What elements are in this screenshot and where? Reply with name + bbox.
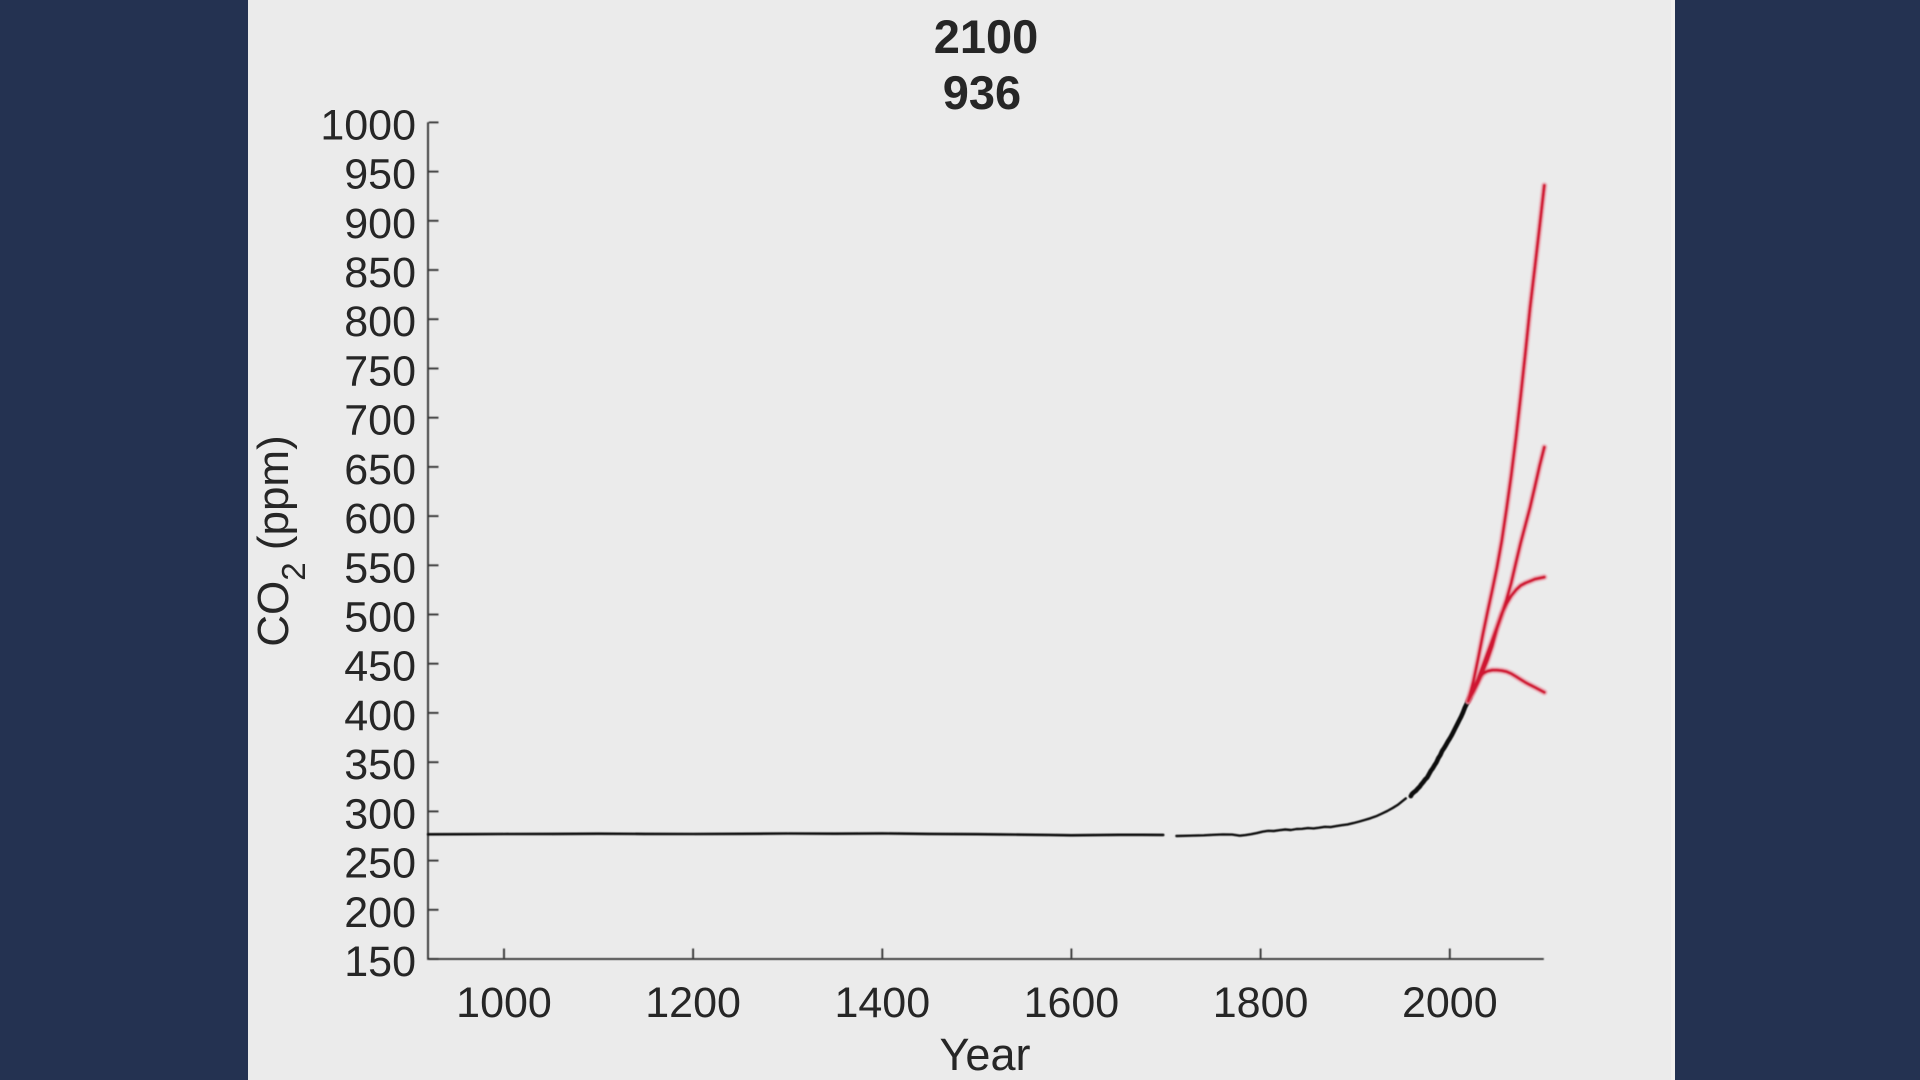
svg-text:1600: 1600	[1024, 979, 1120, 1027]
svg-text:1200: 1200	[645, 979, 741, 1027]
svg-text:450: 450	[344, 643, 416, 691]
svg-text:150: 150	[344, 938, 416, 986]
svg-text:700: 700	[344, 397, 416, 445]
svg-text:800: 800	[344, 298, 416, 346]
svg-text:850: 850	[344, 249, 416, 297]
svg-text:500: 500	[344, 594, 416, 642]
svg-text:Year: Year	[940, 1029, 1031, 1080]
svg-text:550: 550	[344, 544, 416, 592]
svg-text:2100: 2100	[934, 10, 1039, 63]
svg-text:2000: 2000	[1402, 979, 1498, 1027]
svg-text:1000: 1000	[320, 101, 416, 149]
svg-text:400: 400	[344, 692, 416, 740]
svg-text:1400: 1400	[834, 979, 930, 1027]
svg-text:600: 600	[344, 495, 416, 543]
svg-text:900: 900	[344, 200, 416, 248]
svg-text:750: 750	[344, 348, 416, 396]
svg-text:350: 350	[344, 741, 416, 789]
svg-text:950: 950	[344, 151, 416, 199]
svg-text:1000: 1000	[456, 979, 552, 1027]
svg-text:936: 936	[943, 66, 1021, 119]
svg-text:650: 650	[344, 446, 416, 494]
svg-text:1800: 1800	[1213, 979, 1309, 1027]
svg-text:200: 200	[344, 889, 416, 937]
svg-text:300: 300	[344, 790, 416, 838]
svg-text:250: 250	[344, 840, 416, 888]
